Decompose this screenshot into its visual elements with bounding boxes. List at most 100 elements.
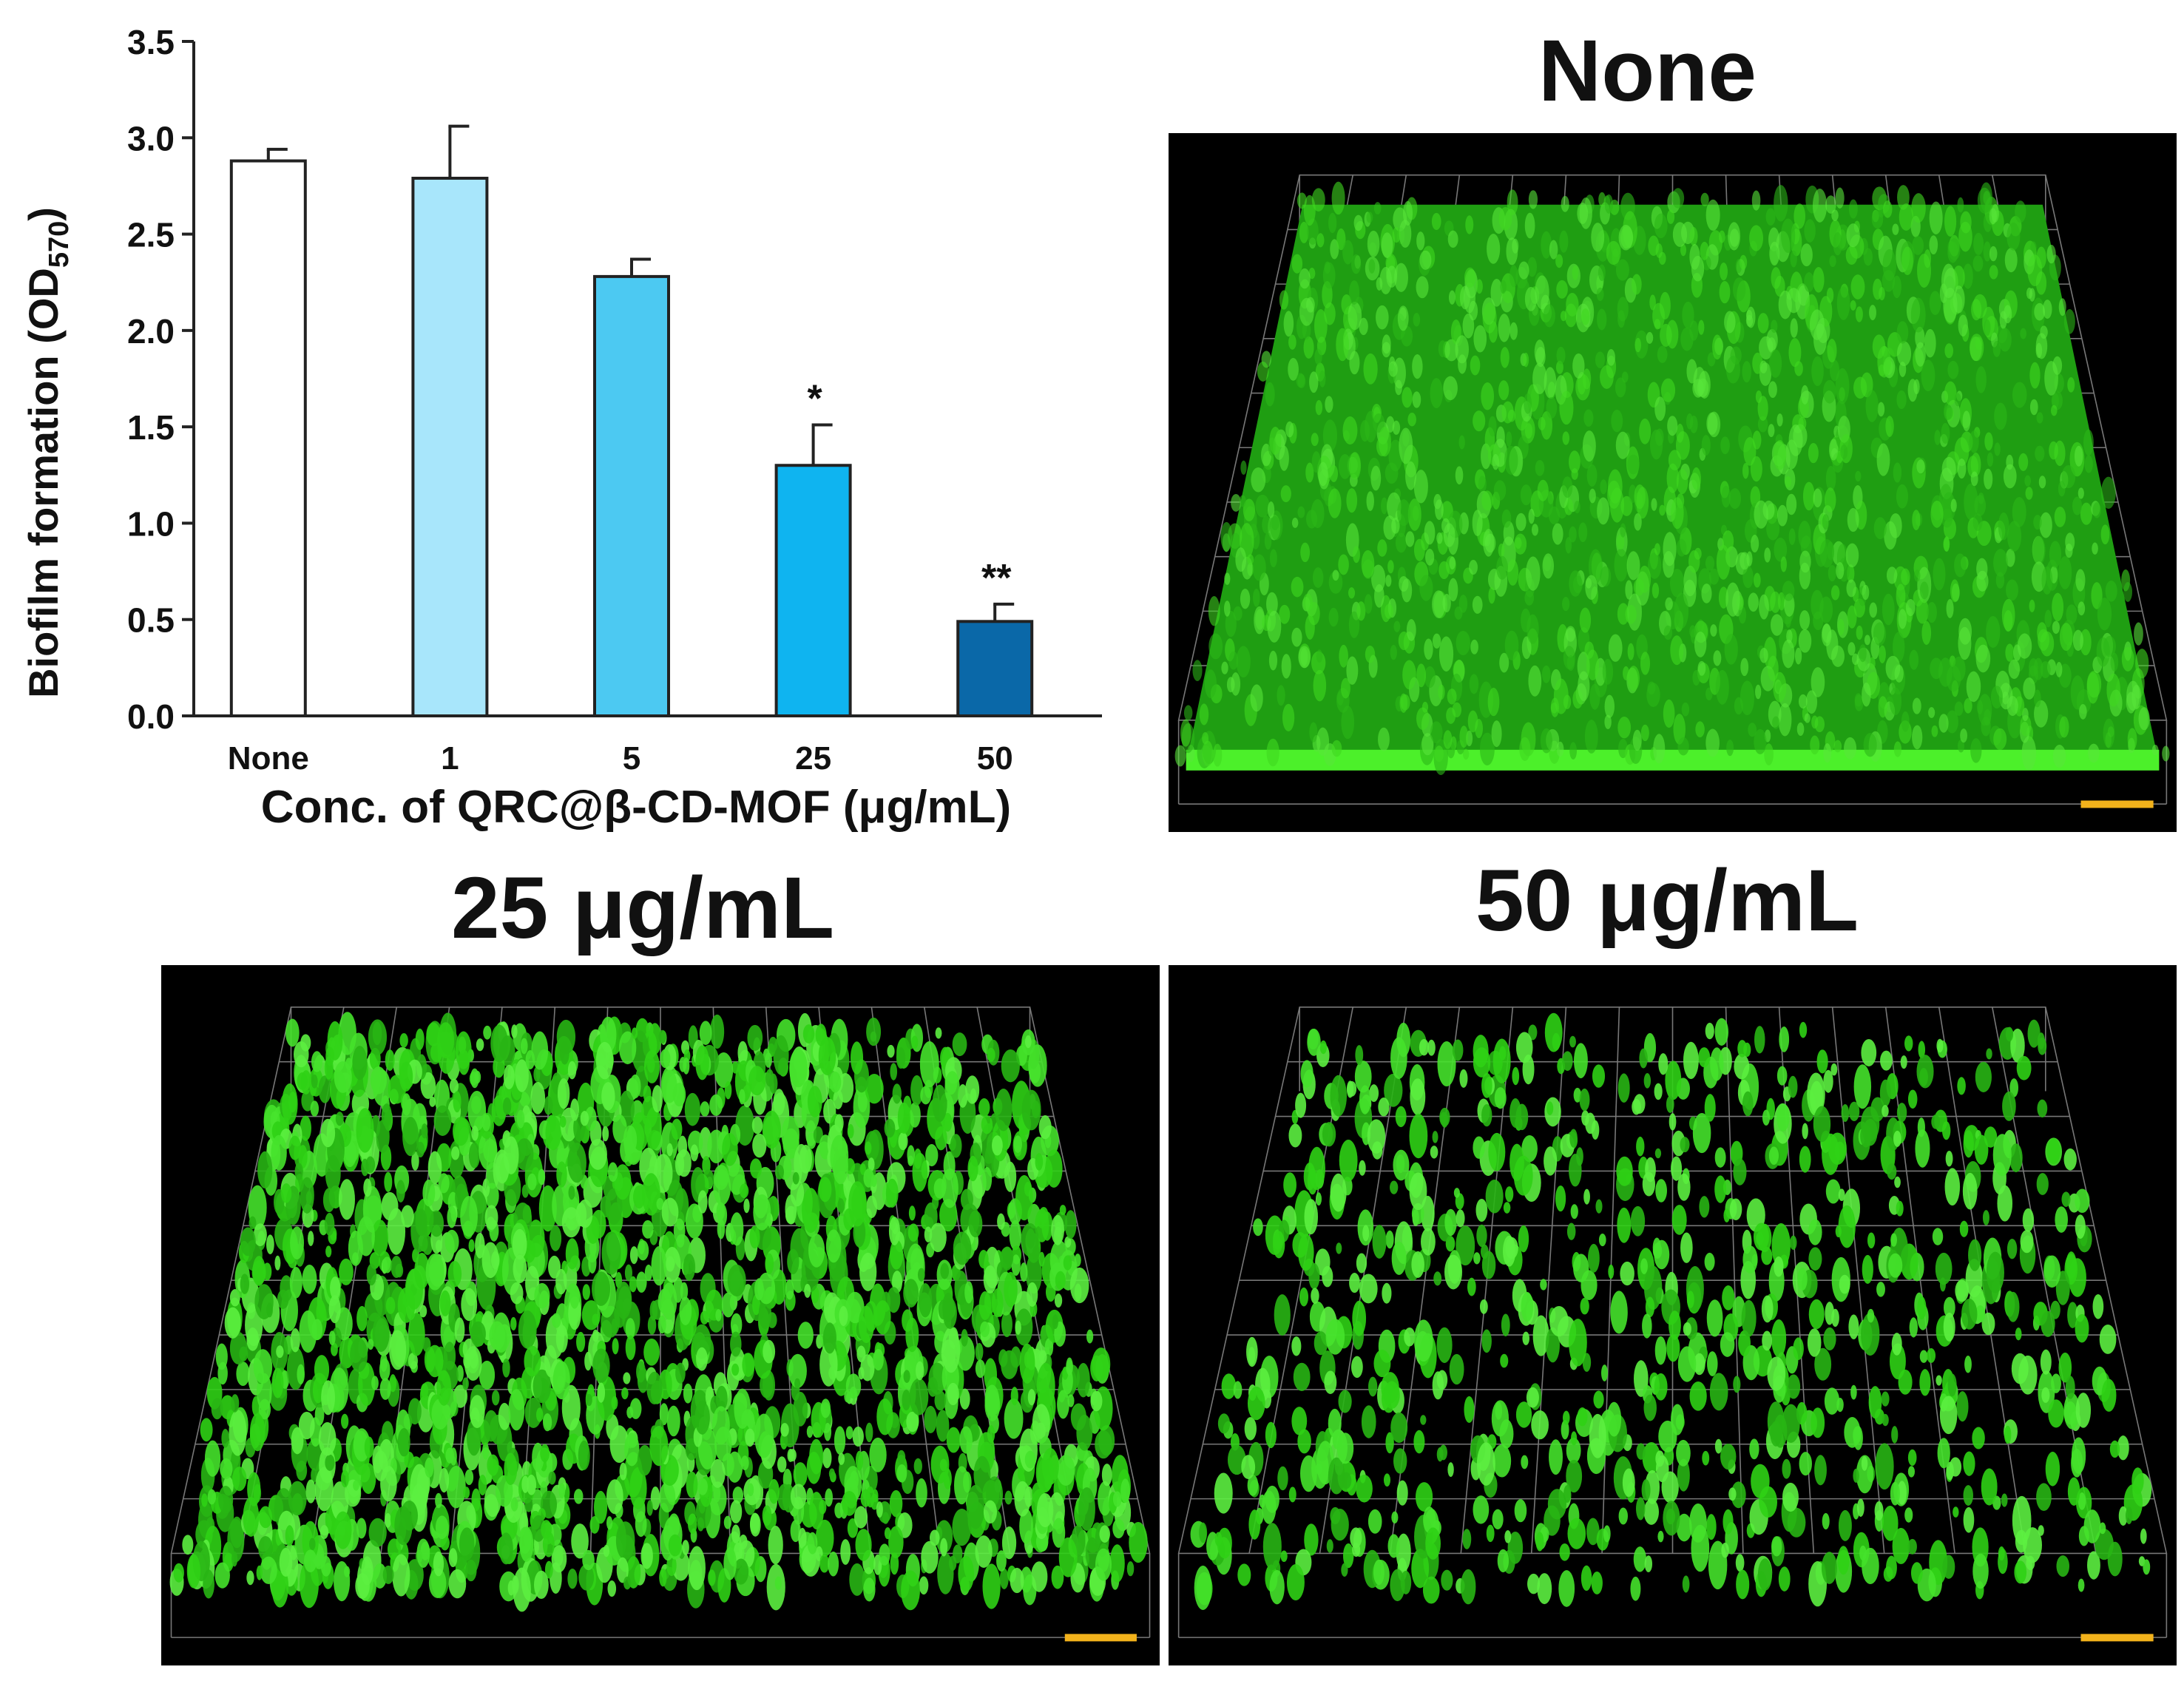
cell-cluster [1467,710,1478,733]
cell-cluster [533,1369,552,1404]
cell-cluster [1404,1327,1416,1347]
cell-cluster [921,1540,939,1574]
cell-cluster [1847,605,1857,629]
cell-cluster [1654,1373,1668,1401]
cell-cluster [2055,661,2063,677]
cell-cluster [930,1445,950,1484]
cell-cluster [1066,1357,1073,1376]
cell-cluster [2075,1313,2089,1343]
cell-cluster [970,1088,977,1103]
cell-cluster [1322,262,1336,289]
cell-cluster [1823,1069,1833,1093]
cell-cluster [1585,578,1592,589]
cell-cluster [1352,1300,1367,1336]
cell-cluster [2035,333,2048,359]
cell-cluster [1975,366,1987,393]
cell-cluster [1354,1061,1372,1093]
cell-cluster [1580,1565,1592,1592]
cell-cluster [623,1372,631,1384]
cell-cluster [1822,1512,1830,1530]
cell-cluster [1778,290,1792,319]
cell-cluster [1579,607,1592,633]
cell-cluster [2004,1425,2012,1444]
cell-cluster [2005,549,2015,567]
cell-cluster [1877,345,1891,378]
cell-cluster [1830,585,1840,601]
cell-cluster [636,1271,647,1293]
cell-cluster [1921,620,1932,645]
cell-cluster [1749,1438,1759,1460]
cell-cluster [543,1413,552,1432]
cell-cluster [1617,717,1632,739]
cell-cluster [1798,521,1811,549]
cell-cluster [656,1197,664,1211]
cell-cluster [1485,1179,1504,1214]
cell-cluster [692,1324,711,1359]
cell-cluster [794,1378,801,1389]
cell-cluster [1385,575,1392,587]
cell-cluster [1473,1035,1489,1068]
cell-cluster [1651,582,1660,599]
cell-cluster [1718,230,1725,243]
cell-cluster [399,1032,408,1048]
cell-cluster [342,1140,357,1168]
cell-cluster [896,1464,907,1483]
cell-cluster [1027,1389,1036,1406]
cell-cluster [2018,1355,2038,1395]
cell-cluster [1316,233,1325,248]
cell-cluster [1677,737,1689,756]
cell-cluster [1214,1472,1233,1514]
cell-cluster [1587,1243,1600,1273]
cell-cluster [1454,606,1463,620]
cell-cluster [2024,475,2032,487]
cell-cluster [405,1559,424,1592]
cell-cluster [1774,275,1785,297]
cell-cluster [1000,1247,1014,1269]
cell-cluster [1617,1207,1632,1243]
cell-cluster [1846,579,1856,598]
cell-cluster [1847,642,1856,656]
cell-cluster [1620,1261,1634,1286]
cell-cluster [882,1512,890,1524]
cell-cluster [1655,1455,1669,1483]
cell-cluster [1591,1571,1603,1594]
cell-cluster [1027,1282,1038,1307]
cell-cluster [2077,487,2084,499]
cell-cluster [1600,479,1607,495]
cell-cluster [1506,237,1518,265]
cell-cluster [646,1371,663,1405]
cell-cluster [1367,230,1380,257]
cell-cluster [2099,1522,2106,1535]
cell-cluster [1349,351,1360,375]
cell-cluster [385,1049,395,1071]
cell-cluster [1674,592,1689,629]
cell-cluster [1409,1113,1428,1159]
cell-cluster [1910,297,1926,333]
cell-cluster [331,1342,338,1356]
cell-cluster [806,1425,814,1438]
cell-cluster [1771,319,1778,334]
cell-cluster [1386,265,1398,288]
cell-cluster [834,1426,846,1455]
cell-cluster [1036,1492,1054,1528]
cell-cluster [490,1024,509,1063]
cell-cluster [684,1092,701,1126]
cell-cluster [1663,550,1674,578]
cell-cluster [1322,419,1338,452]
cell-cluster [1929,235,1938,255]
cell-cluster [903,1279,919,1308]
cell-cluster [1773,440,1787,470]
cell-cluster [2044,609,2052,628]
cell-cluster [1017,1468,1024,1480]
cell-cluster [1562,431,1570,445]
cell-cluster [1992,1134,2012,1177]
cell-cluster [254,1284,274,1320]
cell-cluster [1692,1112,1711,1154]
cell-cluster [819,1342,838,1387]
cell-cluster [768,1478,780,1504]
cell-cluster [739,1534,748,1549]
cell-cluster [1938,714,1949,733]
cell-cluster [1487,234,1501,264]
cell-cluster [615,1521,635,1560]
cell-cluster [1361,549,1375,578]
